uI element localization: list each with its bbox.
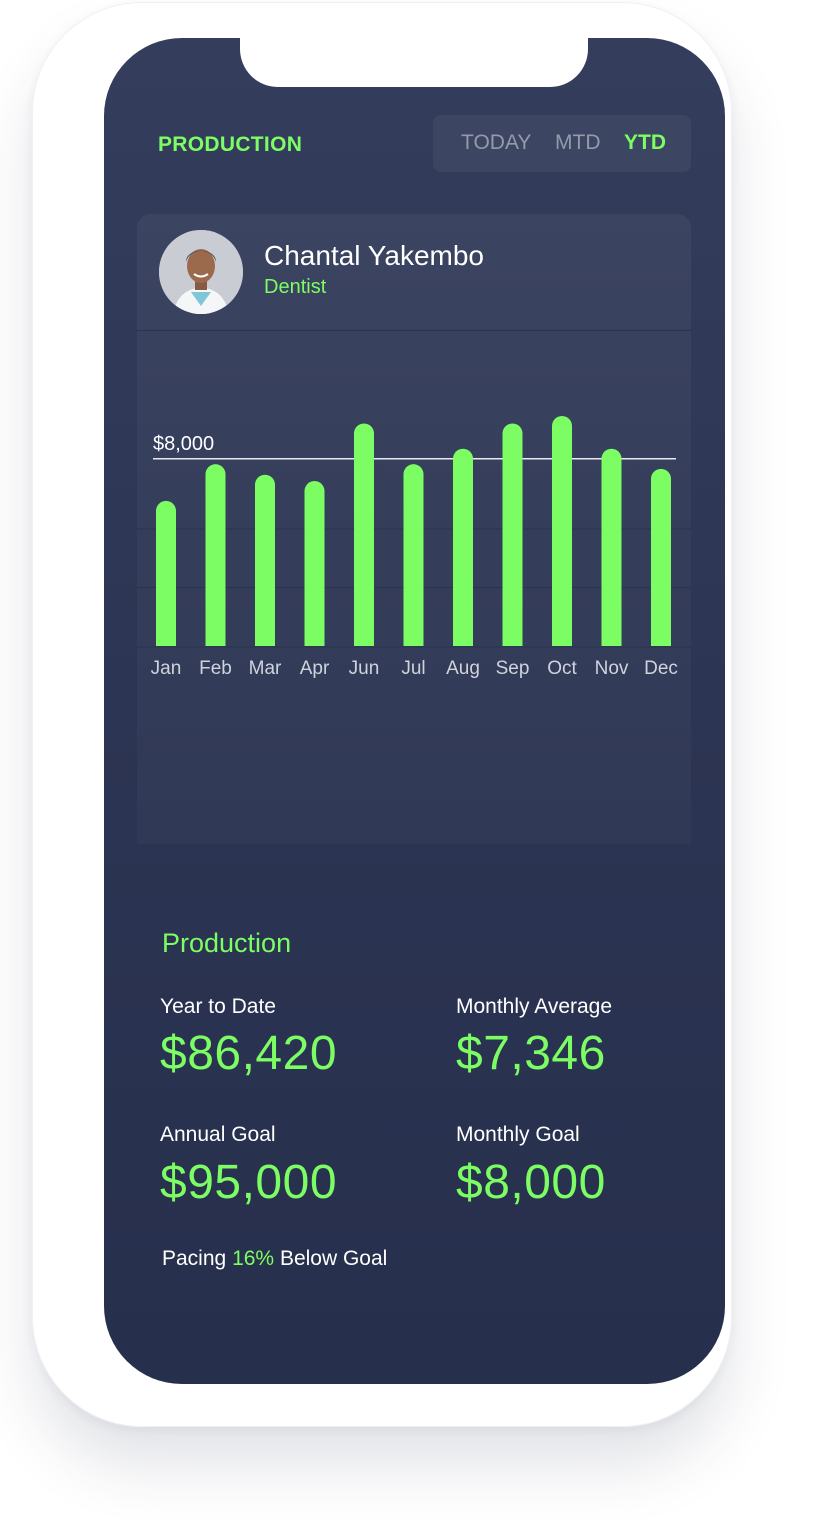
annual-goal-label: Annual Goal: [160, 1123, 276, 1146]
bar-oct[interactable]: [552, 415, 572, 646]
annual-goal-value: $95,000: [160, 1156, 338, 1209]
bar-nov[interactable]: [601, 448, 622, 646]
app-screen: PRODUCTION TODAY MTD YTD: [104, 38, 725, 1384]
bar-jul[interactable]: [403, 464, 424, 646]
period-tab-mtd[interactable]: MTD: [555, 131, 601, 154]
bar-base-jan: [156, 636, 176, 646]
stats-title: Production: [162, 928, 292, 958]
period-selector: TODAY MTD YTD: [433, 115, 691, 172]
x-tick-label: Jul: [401, 658, 425, 679]
monthly-goal-label: Monthly Goal: [456, 1123, 580, 1146]
device-notch: [240, 38, 588, 87]
phone-frame: PRODUCTION TODAY MTD YTD: [32, 2, 732, 1427]
production-bar-chart: $8,000 Jan Feb Mar Apr Jun Jul Aug Sep Oct Nov Dec: [137, 415, 691, 679]
bar-dec[interactable]: [651, 468, 671, 646]
ytd-value: $86,420: [160, 1027, 338, 1080]
bar-base-feb: [205, 636, 226, 646]
monthly-average-label: Monthly Average: [456, 995, 613, 1018]
bar-base-oct: [552, 636, 572, 646]
provider-name: Chantal Yakembo: [264, 240, 484, 271]
monthly-average-value: $7,346: [456, 1027, 606, 1080]
provider-card: Chantal Yakembo Dentist $8,000 Jan Feb Mar A…: [137, 214, 691, 844]
bar-base-mar: [255, 636, 275, 646]
bar-sep[interactable]: [502, 423, 523, 646]
bar-base-nov: [601, 636, 622, 646]
x-tick-label: Apr: [300, 658, 330, 679]
pacing-suffix: Below Goal: [279, 1247, 388, 1270]
pacing-percent: 16%: [232, 1247, 275, 1270]
x-tick-label: Dec: [644, 658, 678, 679]
provider-photo-icon: [159, 230, 243, 314]
x-tick-label: Feb: [199, 658, 232, 679]
bar-base-dec: [651, 636, 671, 646]
bar-base-sep: [502, 636, 523, 646]
provider-header[interactable]: Chantal Yakembo Dentist: [137, 214, 691, 331]
page-title: PRODUCTION: [158, 133, 303, 156]
bar-jan[interactable]: [156, 500, 176, 646]
period-tab-today[interactable]: TODAY: [461, 131, 532, 154]
bar-base-aug: [453, 636, 473, 646]
x-tick-label: Jun: [349, 658, 380, 679]
provider-role: Dentist: [264, 276, 327, 298]
goal-line-label: $8,000: [153, 433, 214, 455]
x-tick-label: Sep: [496, 658, 530, 679]
x-tick-label: Aug: [446, 658, 480, 679]
bar-jun[interactable]: [354, 423, 374, 646]
bar-base-jul: [403, 636, 424, 646]
bar-base-jun: [354, 636, 374, 646]
pacing-status: Pacing 16% Below Goal: [162, 1247, 387, 1271]
bar-mar[interactable]: [255, 474, 275, 646]
x-tick-label: Jan: [151, 658, 182, 679]
avatar: [159, 230, 243, 314]
bar-base-apr: [304, 636, 325, 646]
pacing-prefix: Pacing: [162, 1247, 227, 1270]
x-tick-label: Oct: [547, 658, 577, 679]
x-tick-label: Mar: [249, 658, 282, 679]
bar-feb[interactable]: [205, 464, 226, 646]
monthly-goal-value: $8,000: [456, 1156, 606, 1209]
period-tab-ytd[interactable]: YTD: [624, 131, 666, 154]
bar-apr[interactable]: [304, 481, 325, 646]
ytd-label: Year to Date: [160, 995, 276, 1018]
x-tick-label: Nov: [595, 658, 629, 679]
bar-aug[interactable]: [453, 448, 473, 646]
